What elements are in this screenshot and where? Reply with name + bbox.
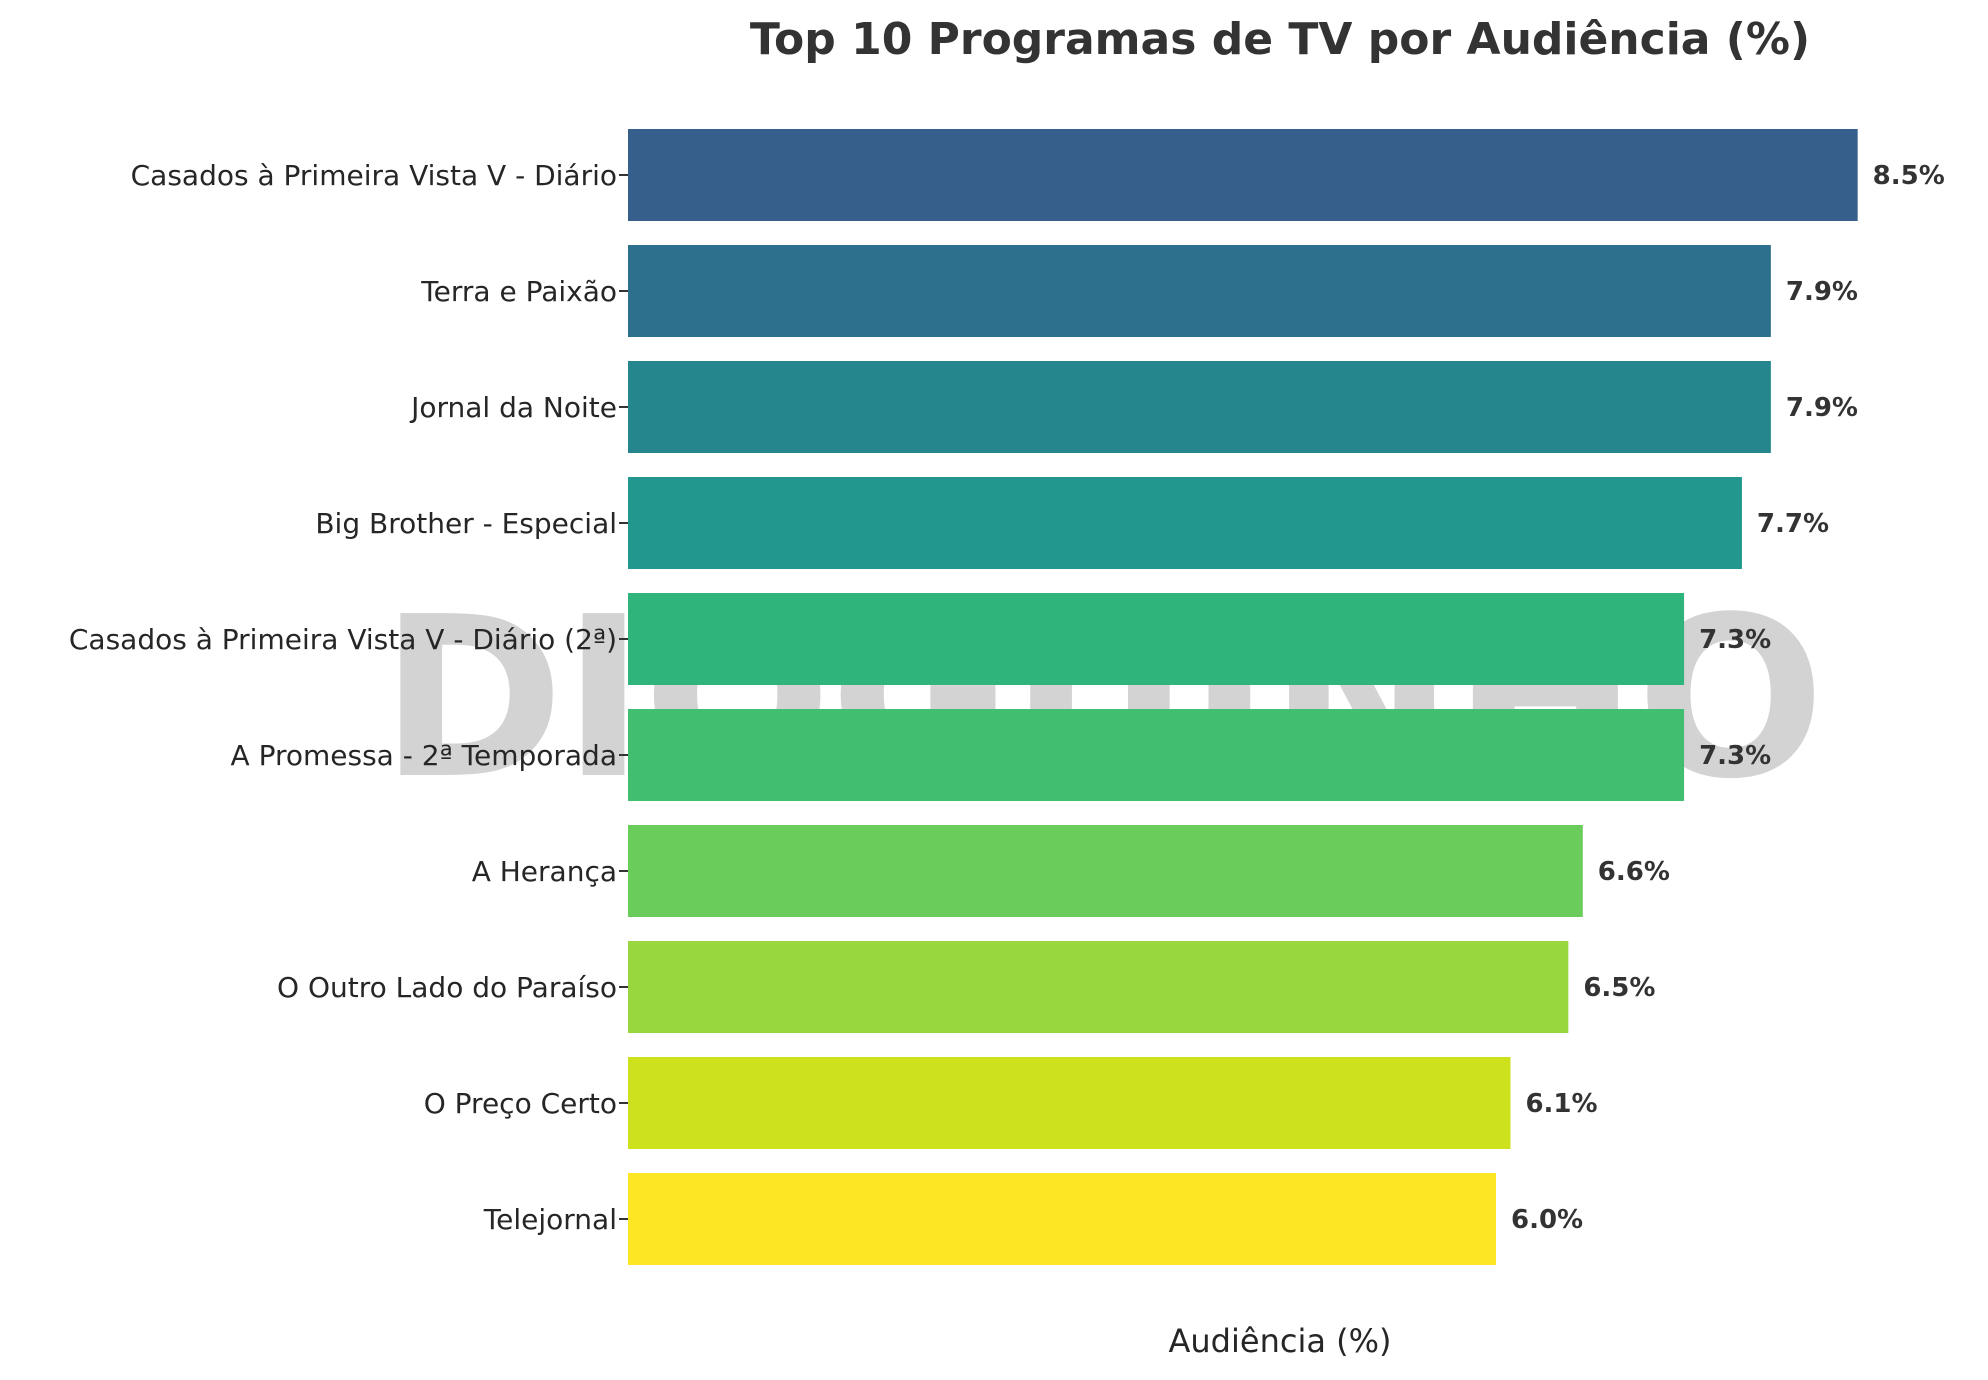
bars-group bbox=[628, 129, 1858, 1265]
value-label: 7.9% bbox=[1786, 277, 1858, 307]
value-labels: 8.5% 7.9% 7.9% 7.7% 7.3% 7.3% 6.6% 6.5% 6.1% 6.0% bbox=[1511, 161, 1945, 1235]
category-label: Casados à Primeira Vista V - Diário bbox=[131, 159, 617, 192]
chart-title: Top 10 Programas de TV por Audiência (%) bbox=[749, 14, 1811, 65]
bar bbox=[628, 709, 1685, 801]
category-labels: Casados à Primeira Vista V - Diário Terra… bbox=[69, 159, 617, 1236]
value-label: 6.5% bbox=[1583, 973, 1655, 1003]
category-label: Casados à Primeira Vista V - Diário (2ª) bbox=[69, 623, 617, 656]
bar bbox=[628, 1057, 1511, 1149]
bar bbox=[628, 593, 1685, 685]
value-label: 7.3% bbox=[1699, 625, 1771, 655]
category-label: Jornal da Noite bbox=[409, 391, 617, 424]
bar bbox=[628, 1173, 1496, 1265]
category-label: Big Brother - Especial bbox=[315, 507, 617, 540]
value-label: 6.6% bbox=[1598, 857, 1670, 887]
value-label: 6.0% bbox=[1511, 1205, 1583, 1235]
y-axis-ticks bbox=[619, 174, 628, 1220]
bar bbox=[628, 825, 1583, 917]
value-label: 6.1% bbox=[1525, 1089, 1597, 1119]
category-label: A Herança bbox=[472, 855, 617, 888]
value-label: 7.7% bbox=[1757, 509, 1829, 539]
category-label: O Preço Certo bbox=[424, 1087, 617, 1120]
category-label: A Promessa - 2ª Temporada bbox=[231, 739, 617, 772]
bar bbox=[628, 941, 1569, 1033]
category-label: Telejornal bbox=[483, 1203, 617, 1236]
bar bbox=[628, 129, 1858, 221]
bar bbox=[628, 477, 1742, 569]
value-label: 7.3% bbox=[1699, 741, 1771, 771]
value-label: 8.5% bbox=[1873, 161, 1945, 191]
bar bbox=[628, 361, 1771, 453]
category-label: Terra e Paixão bbox=[420, 275, 617, 308]
category-label: O Outro Lado do Paraíso bbox=[277, 971, 617, 1004]
x-axis-label: Audiência (%) bbox=[1168, 1322, 1392, 1360]
value-label: 7.9% bbox=[1786, 393, 1858, 423]
bar bbox=[628, 245, 1771, 337]
